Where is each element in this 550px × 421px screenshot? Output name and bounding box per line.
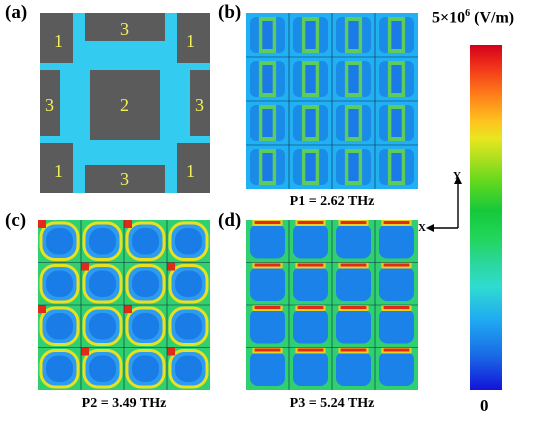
region-number: 3: [45, 95, 54, 115]
center-pad: [90, 70, 160, 140]
left-bar-pad: [40, 70, 60, 136]
y-axis-label: Y: [453, 170, 461, 182]
caption-p2: P2 = 3.49 THz: [81, 396, 167, 411]
field-map-p3: [246, 220, 418, 390]
xy-axis-indicator: [426, 176, 462, 232]
panel-a-label: (a): [5, 2, 28, 23]
region-number: 2: [120, 95, 129, 115]
caption-p3: P3 = 5.24 THz: [289, 396, 375, 411]
colorbar-min-label: 0: [480, 396, 489, 415]
region-number: 1: [54, 161, 63, 181]
colorbar-max-label: 5×106 (V/m): [432, 8, 515, 27]
x-axis-label: X: [418, 222, 426, 234]
region-number: 3: [120, 19, 129, 39]
corner-pad: [40, 143, 73, 193]
region-number: 3: [120, 169, 129, 189]
caption-p1: P1 = 2.62 THz: [289, 194, 375, 209]
region-number: 1: [186, 161, 195, 181]
panel-d-label: (d): [218, 210, 242, 231]
panel-c-label: (c): [5, 210, 27, 231]
corner-pad: [177, 13, 210, 63]
corner-pad: [177, 143, 210, 193]
region-number: 1: [186, 31, 195, 51]
right-bar-pad: [190, 70, 210, 136]
panel-b-label: (b): [218, 2, 242, 23]
bottom-bar-pad: [85, 165, 165, 193]
corner-pad: [40, 13, 73, 63]
region-number: 1: [54, 31, 63, 51]
colorbar: [470, 45, 502, 390]
field-map-p2: [38, 220, 210, 390]
region-number: 3: [195, 95, 204, 115]
field-map-p1: [246, 13, 418, 189]
unit-cell-diagram: 1 3 1 3 2 3 1 3 1: [40, 13, 210, 193]
top-bar-pad: [85, 13, 165, 41]
